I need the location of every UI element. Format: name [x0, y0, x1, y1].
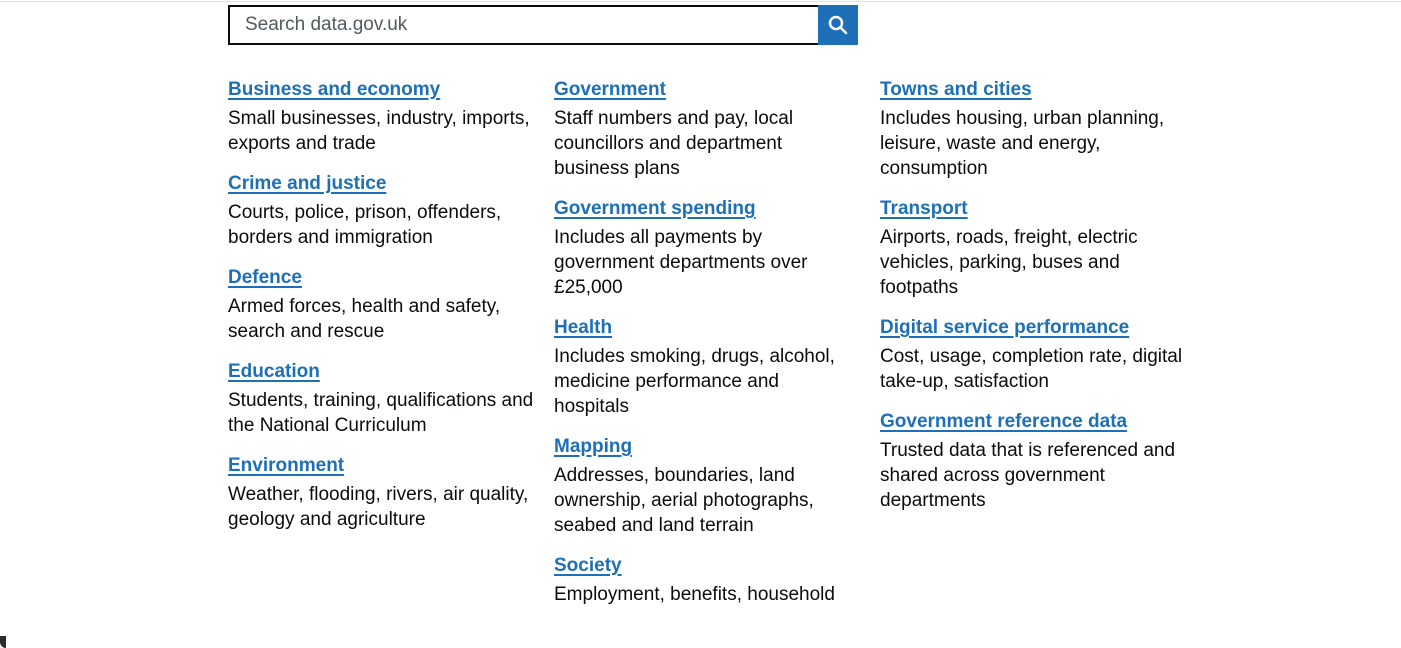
- topic-link-mapping[interactable]: Mapping: [554, 436, 633, 457]
- topic-link-health[interactable]: Health: [554, 317, 613, 338]
- topic-defence: Defence Armed forces, health and safety,…: [228, 265, 538, 344]
- topic-description: Includes housing, urban planning, leisur…: [880, 108, 1165, 179]
- topic-link-towns-and-cities[interactable]: Towns and cities: [880, 79, 1032, 100]
- topic-description: Addresses, boundaries, land ownership, a…: [554, 465, 814, 536]
- topic-description: Staff numbers and pay, local councillors…: [554, 108, 794, 179]
- topic-link-digital-service-performance[interactable]: Digital service performance: [880, 317, 1130, 338]
- topic-description: Includes smoking, drugs, alcohol, medici…: [554, 346, 835, 417]
- topic-government-reference-data: Government reference data Trusted data t…: [880, 409, 1200, 513]
- topic-mapping: Mapping Addresses, boundaries, land owne…: [554, 434, 854, 538]
- topic-society: Society Employment, benefits, household: [554, 553, 854, 607]
- topic-crime-and-justice: Crime and justice Courts, police, prison…: [228, 171, 538, 250]
- topic-description: Students, training, qualifications and t…: [228, 390, 534, 436]
- topic-link-defence[interactable]: Defence: [228, 267, 302, 288]
- topic-description: Small businesses, industry, imports, exp…: [228, 108, 530, 154]
- topic-link-government[interactable]: Government: [554, 79, 666, 100]
- topic-description: Employment, benefits, household: [554, 584, 835, 605]
- search-form: [228, 5, 858, 45]
- topic-description: Airports, roads, freight, electric vehic…: [880, 227, 1138, 298]
- topic-link-business-and-economy[interactable]: Business and economy: [228, 79, 441, 100]
- topics-column-3: Towns and cities Includes housing, urban…: [880, 77, 1200, 528]
- top-divider: [0, 1, 1401, 2]
- topic-description: Cost, usage, completion rate, digital ta…: [880, 346, 1183, 392]
- topic-link-education[interactable]: Education: [228, 361, 320, 382]
- topic-towns-and-cities: Towns and cities Includes housing, urban…: [880, 77, 1200, 181]
- topic-link-government-spending[interactable]: Government spending: [554, 198, 756, 219]
- topic-link-environment[interactable]: Environment: [228, 455, 345, 476]
- topic-link-transport[interactable]: Transport: [880, 198, 968, 219]
- search-icon: [828, 15, 848, 35]
- topic-government: Government Staff numbers and pay, local …: [554, 77, 854, 181]
- topic-government-spending: Government spending Includes all payment…: [554, 196, 854, 300]
- topic-link-government-reference-data[interactable]: Government reference data: [880, 411, 1128, 432]
- topic-description: Armed forces, health and safety, search …: [228, 296, 501, 342]
- search-button[interactable]: [818, 5, 858, 45]
- topic-business-and-economy: Business and economy Small businesses, i…: [228, 77, 538, 156]
- topics-column-1: Business and economy Small businesses, i…: [228, 77, 538, 547]
- search-input[interactable]: [228, 5, 819, 45]
- topic-link-crime-and-justice[interactable]: Crime and justice: [228, 173, 387, 194]
- topic-description: Trusted data that is referenced and shar…: [880, 440, 1176, 511]
- topic-description: Includes all payments by government depa…: [554, 227, 808, 298]
- topic-health: Health Includes smoking, drugs, alcohol,…: [554, 315, 854, 419]
- topic-education: Education Students, training, qualificat…: [228, 359, 538, 438]
- topic-description: Courts, police, prison, offenders, borde…: [228, 202, 502, 248]
- topic-transport: Transport Airports, roads, freight, elec…: [880, 196, 1200, 300]
- window-corner: [0, 636, 6, 648]
- topic-environment: Environment Weather, flooding, rivers, a…: [228, 453, 538, 532]
- topics-column-2: Government Staff numbers and pay, local …: [554, 77, 854, 622]
- topic-digital-service-performance: Digital service performance Cost, usage,…: [880, 315, 1200, 394]
- topic-link-society[interactable]: Society: [554, 555, 622, 576]
- topic-description: Weather, flooding, rivers, air quality, …: [228, 484, 529, 530]
